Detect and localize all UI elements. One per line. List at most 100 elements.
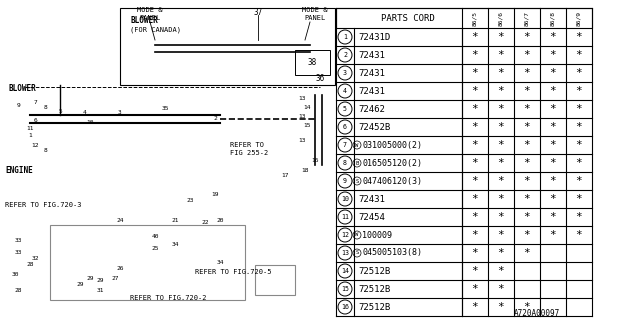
Text: FIG 255-2: FIG 255-2 xyxy=(230,150,268,156)
Text: *: * xyxy=(550,194,556,204)
Text: 27: 27 xyxy=(111,276,119,281)
Text: *: * xyxy=(472,86,478,96)
Text: 86/8: 86/8 xyxy=(550,11,556,26)
Text: 3: 3 xyxy=(343,70,347,76)
Text: 29: 29 xyxy=(76,283,84,287)
Text: 2: 2 xyxy=(213,116,217,121)
Text: 72431: 72431 xyxy=(358,86,385,95)
Text: 8: 8 xyxy=(43,105,47,109)
Text: 13: 13 xyxy=(341,250,349,256)
Text: *: * xyxy=(498,158,504,168)
Text: 7: 7 xyxy=(343,142,347,148)
Text: *: * xyxy=(472,248,478,258)
Text: A720A00097: A720A00097 xyxy=(514,309,560,318)
Text: *: * xyxy=(524,50,531,60)
Text: 12: 12 xyxy=(31,142,39,148)
Text: *: * xyxy=(472,50,478,60)
Text: 15: 15 xyxy=(341,286,349,292)
Text: *: * xyxy=(472,266,478,276)
Text: 6: 6 xyxy=(33,117,37,123)
Text: W: W xyxy=(355,233,358,237)
Text: 28: 28 xyxy=(26,262,34,268)
Text: *: * xyxy=(498,140,504,150)
Text: *: * xyxy=(575,176,582,186)
Text: *: * xyxy=(472,140,478,150)
Text: *: * xyxy=(472,32,478,42)
Text: 17: 17 xyxy=(281,172,289,178)
Text: *: * xyxy=(575,230,582,240)
Text: 33: 33 xyxy=(14,237,22,243)
Text: 8: 8 xyxy=(43,148,47,153)
Text: 34: 34 xyxy=(172,243,179,247)
Text: PANEL: PANEL xyxy=(140,15,161,21)
Text: 26: 26 xyxy=(116,266,124,270)
Text: 35: 35 xyxy=(161,106,169,110)
Text: *: * xyxy=(550,176,556,186)
Text: 72512B: 72512B xyxy=(358,302,390,311)
Text: 14: 14 xyxy=(303,105,311,109)
Text: *: * xyxy=(498,86,504,96)
Text: 14: 14 xyxy=(341,268,349,274)
Text: 2: 2 xyxy=(343,52,347,58)
Text: 23: 23 xyxy=(186,197,194,203)
Text: 86/5: 86/5 xyxy=(472,11,477,26)
Text: *: * xyxy=(550,86,556,96)
Text: *: * xyxy=(472,284,478,294)
Text: 1: 1 xyxy=(343,34,347,40)
Text: PANEL: PANEL xyxy=(305,15,326,21)
Text: 5: 5 xyxy=(58,108,62,114)
Text: *: * xyxy=(524,140,531,150)
Text: MODE &: MODE & xyxy=(137,7,163,13)
Text: *: * xyxy=(524,86,531,96)
Text: 38: 38 xyxy=(307,58,317,67)
Text: 72431: 72431 xyxy=(358,68,385,77)
Text: *: * xyxy=(498,32,504,42)
Text: 16: 16 xyxy=(311,157,319,163)
Text: 9: 9 xyxy=(16,102,20,108)
Text: 20: 20 xyxy=(216,218,224,222)
Text: 72512B: 72512B xyxy=(358,267,390,276)
Text: 12: 12 xyxy=(341,232,349,238)
Text: 15: 15 xyxy=(303,123,311,127)
Text: 72454: 72454 xyxy=(358,212,385,221)
Text: 8: 8 xyxy=(343,160,347,166)
Text: 30: 30 xyxy=(12,273,19,277)
Text: *: * xyxy=(498,266,504,276)
Text: B: B xyxy=(355,161,358,165)
Text: 24: 24 xyxy=(116,218,124,222)
Text: 34: 34 xyxy=(216,260,224,265)
Text: *: * xyxy=(550,32,556,42)
Text: *: * xyxy=(472,212,478,222)
Text: *: * xyxy=(472,68,478,78)
Text: *: * xyxy=(524,212,531,222)
Text: *: * xyxy=(498,122,504,132)
Text: 72462: 72462 xyxy=(358,105,385,114)
Text: *: * xyxy=(472,104,478,114)
Text: 86/6: 86/6 xyxy=(499,11,504,26)
Text: *: * xyxy=(498,176,504,186)
Text: 18: 18 xyxy=(301,167,308,172)
Text: 86/7: 86/7 xyxy=(525,11,529,26)
Text: (FOR CANADA): (FOR CANADA) xyxy=(130,27,181,33)
Text: 4: 4 xyxy=(83,109,87,115)
Text: 21: 21 xyxy=(172,218,179,222)
Text: *: * xyxy=(575,86,582,96)
Text: S: S xyxy=(355,179,358,183)
Text: *: * xyxy=(550,122,556,132)
Text: 7: 7 xyxy=(33,100,37,105)
Text: *: * xyxy=(575,68,582,78)
Text: 1: 1 xyxy=(28,132,32,138)
Text: 19: 19 xyxy=(211,193,219,197)
Text: *: * xyxy=(524,230,531,240)
Text: *: * xyxy=(524,248,531,258)
Text: *: * xyxy=(472,194,478,204)
Text: *: * xyxy=(524,122,531,132)
Text: *: * xyxy=(472,302,478,312)
Text: 25: 25 xyxy=(151,245,159,251)
Text: *: * xyxy=(524,176,531,186)
Text: *: * xyxy=(498,68,504,78)
Text: REFER TO FIG.720-2: REFER TO FIG.720-2 xyxy=(130,295,207,301)
Text: *: * xyxy=(550,68,556,78)
Text: PARTS CORD: PARTS CORD xyxy=(381,13,435,22)
Text: *: * xyxy=(524,68,531,78)
